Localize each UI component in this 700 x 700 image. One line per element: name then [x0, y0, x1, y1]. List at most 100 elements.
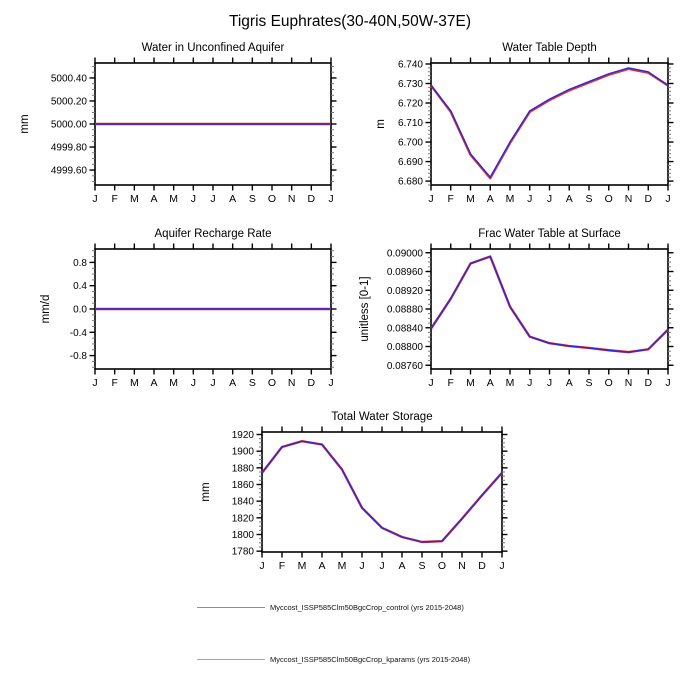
- x-tick-label: M: [506, 377, 515, 389]
- x-tick-label: N: [625, 377, 633, 389]
- y-tick-label: 1900: [232, 447, 255, 458]
- panel-title: Aquifer Recharge Rate: [154, 228, 272, 240]
- x-tick-label: F: [111, 377, 117, 389]
- y-axis-label: m: [375, 119, 387, 129]
- panel-frac-water-table-at-surface: Frac Water Table at Surface unitless [0-…: [359, 228, 674, 389]
- panel-water-table-depth: Water Table Depth m 6.680 6.690 6.700 6.710…: [375, 42, 674, 205]
- plot-aquifer-recharge-rate: -0.8-0.40.00.40.8J F M A M J J A S O N D J: [70, 243, 337, 389]
- x-tick-label: A: [398, 560, 405, 572]
- y-axis-label: mm/d: [40, 294, 52, 324]
- x-tick-label: A: [229, 193, 236, 205]
- y-tick-label: 0.08960: [387, 267, 424, 278]
- x-tick-label: J: [527, 193, 532, 205]
- x-tick-label: F: [448, 193, 454, 205]
- y-tick-label: 4999.60: [51, 166, 88, 177]
- y-tick-label: 1800: [232, 530, 255, 541]
- legend-label-control: Myccost_ISSP585Clm50BgcCrop_control (yrs…: [270, 602, 464, 612]
- panel-title: Water in Unconfined Aquifer: [141, 42, 285, 54]
- legend-line-kparams-icon: [197, 658, 265, 660]
- x-tick-label: J: [379, 560, 384, 572]
- y-tick-label: 1920: [232, 430, 255, 441]
- x-tick-label: D: [644, 193, 652, 205]
- series-line-kparams: [430, 67, 669, 180]
- y-tick-label: 1780: [232, 547, 255, 558]
- x-tick-label: A: [150, 193, 157, 205]
- x-tick-label: A: [566, 377, 573, 389]
- legend-item-kparams: Myccost_ISSP585Clm50BgcCrop_kparams (yrs…: [197, 653, 470, 665]
- panel-aquifer-recharge-rate: Aquifer Recharge Rate mm/d -0.8 -0.4 0.0 0.…: [40, 228, 337, 389]
- series-line-control: [430, 255, 669, 353]
- x-tick-label: A: [318, 560, 325, 572]
- y-tick-label: 5000.20: [51, 96, 88, 107]
- panel-title: Frac Water Table at Surface: [478, 228, 621, 240]
- series-line-control: [430, 67, 669, 178]
- y-tick-label: 0.08920: [387, 286, 424, 297]
- x-tick-label: J: [92, 377, 97, 389]
- panel-total-water-storage: Total Water Storage mm 1780 1800 1820 1840 1…: [200, 411, 508, 572]
- x-tick-label: J: [191, 377, 196, 389]
- x-tick-label: J: [547, 377, 552, 389]
- x-tick-label: S: [418, 560, 425, 572]
- x-tick-label: J: [428, 377, 433, 389]
- x-tick-label: A: [150, 377, 157, 389]
- y-tick-label: 0.08880: [387, 305, 424, 316]
- x-tick-label: A: [487, 377, 494, 389]
- x-tick-label: A: [487, 193, 494, 205]
- y-axis-label: mm: [19, 114, 31, 134]
- x-tick-label: O: [605, 377, 613, 389]
- panel-title: Water Table Depth: [502, 42, 597, 54]
- legend-line-control-icon: [197, 606, 265, 608]
- y-axis-label: unitless [0-1]: [359, 276, 371, 342]
- x-tick-label: M: [169, 193, 178, 205]
- x-tick-label: D: [478, 560, 486, 572]
- x-tick-label: O: [605, 193, 613, 205]
- x-tick-label: J: [259, 560, 264, 572]
- x-tick-label: S: [249, 193, 256, 205]
- x-tick-label: N: [458, 560, 466, 572]
- plot-frac-water-table-at-surface: 0.08760 0.08800 0.08840 0.08880 0.08920 0.089…: [387, 243, 674, 389]
- y-tick-label: 0.4: [73, 281, 87, 292]
- series-line-control: [261, 440, 503, 543]
- plot-frame: [430, 62, 669, 186]
- legend-label-kparams: Myccost_ISSP585Clm50BgcCrop_kparams (yrs…: [270, 654, 471, 664]
- y-tick-label: 0.09000: [387, 248, 424, 259]
- y-tick-label: 1840: [232, 497, 255, 508]
- x-tick-label: J: [210, 377, 215, 389]
- x-tick-label: S: [585, 193, 592, 205]
- y-tick-label: 0.08760: [387, 361, 424, 372]
- x-tick-label: J: [92, 193, 97, 205]
- y-tick-label: 1880: [232, 463, 255, 474]
- x-tick-label: J: [328, 193, 333, 205]
- x-tick-label: M: [338, 560, 347, 572]
- x-tick-label: A: [229, 377, 236, 389]
- plot-frame: [261, 431, 503, 553]
- x-tick-label: N: [625, 193, 633, 205]
- x-tick-label: O: [268, 193, 276, 205]
- x-tick-label: N: [288, 377, 296, 389]
- x-tick-label: F: [111, 193, 117, 205]
- y-tick-label: 0.08800: [387, 342, 424, 353]
- main-title: Tigris Euphrates(30-40N,50W-37E): [228, 13, 472, 30]
- x-tick-label: J: [210, 193, 215, 205]
- x-tick-label: F: [279, 560, 285, 572]
- x-tick-label: J: [328, 377, 333, 389]
- y-tick-label: 6.740: [398, 59, 423, 70]
- y-tick-label: 1820: [232, 513, 255, 524]
- x-tick-label: M: [298, 560, 307, 572]
- x-tick-label: O: [438, 560, 446, 572]
- x-tick-label: O: [268, 377, 276, 389]
- x-tick-label: M: [466, 193, 475, 205]
- x-tick-label: S: [585, 377, 592, 389]
- x-tick-label: N: [288, 193, 296, 205]
- y-tick-label: 1860: [232, 480, 255, 491]
- y-axis-label: mm: [200, 482, 212, 502]
- y-tick-label: 5000.00: [51, 120, 88, 131]
- panel-water-in-unconfined-aquifer: Water in Unconfined Aquifer mm 4999.60 49…: [19, 42, 337, 205]
- y-tick-label: 0.8: [73, 258, 87, 269]
- x-tick-label: J: [547, 193, 552, 205]
- x-tick-label: J: [499, 560, 504, 572]
